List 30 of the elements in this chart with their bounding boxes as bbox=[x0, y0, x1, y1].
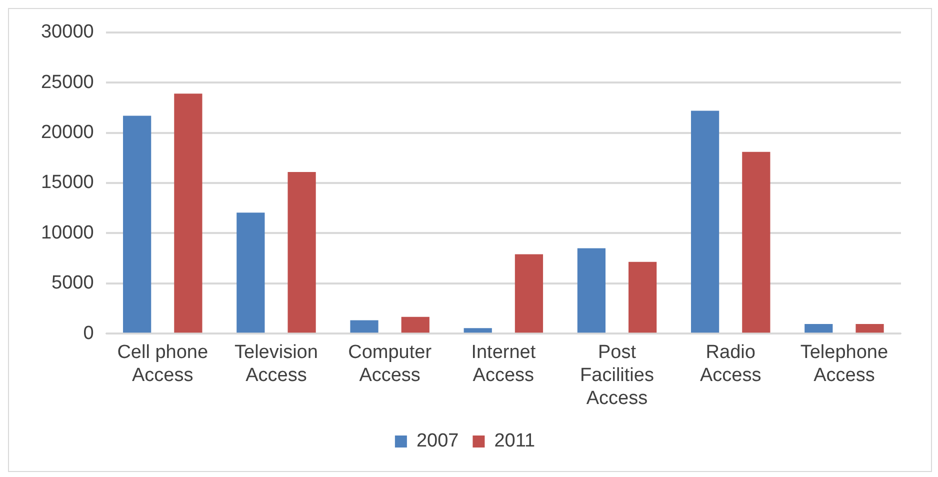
x-tick-label: Internet Access bbox=[471, 342, 536, 386]
bar bbox=[236, 212, 265, 333]
bar bbox=[514, 254, 544, 333]
bar bbox=[174, 94, 202, 333]
y-tick-label: 0 bbox=[83, 322, 94, 344]
bar bbox=[577, 248, 606, 333]
x-tick-label: Telephone Access bbox=[800, 342, 888, 386]
x-tick-label: Cell phone Access bbox=[117, 342, 208, 386]
y-tick-label: 20000 bbox=[40, 122, 94, 144]
x-tick-label: Television Access bbox=[234, 342, 318, 386]
y-tick-label: 10000 bbox=[40, 222, 94, 244]
y-tick-label: 15000 bbox=[40, 172, 94, 194]
bar bbox=[804, 324, 833, 333]
y-tick-label: 5000 bbox=[52, 272, 94, 294]
y-tick-label: 30000 bbox=[40, 22, 94, 43]
x-tick-label: Radio Access bbox=[700, 342, 762, 386]
bar bbox=[350, 320, 378, 333]
x-tick-label: Post Facilities Access bbox=[580, 342, 654, 409]
legend-label: 2007 bbox=[416, 430, 459, 452]
bar bbox=[288, 172, 316, 333]
x-tick-label: Computer Access bbox=[348, 342, 432, 386]
y-tick-label: 25000 bbox=[40, 72, 94, 93]
bar bbox=[464, 328, 492, 333]
bar bbox=[856, 324, 884, 333]
bar bbox=[742, 152, 770, 333]
bar bbox=[401, 316, 430, 333]
bar bbox=[690, 110, 720, 333]
bar bbox=[123, 116, 152, 333]
legend-label: 2011 bbox=[494, 430, 536, 452]
bar bbox=[628, 262, 657, 333]
